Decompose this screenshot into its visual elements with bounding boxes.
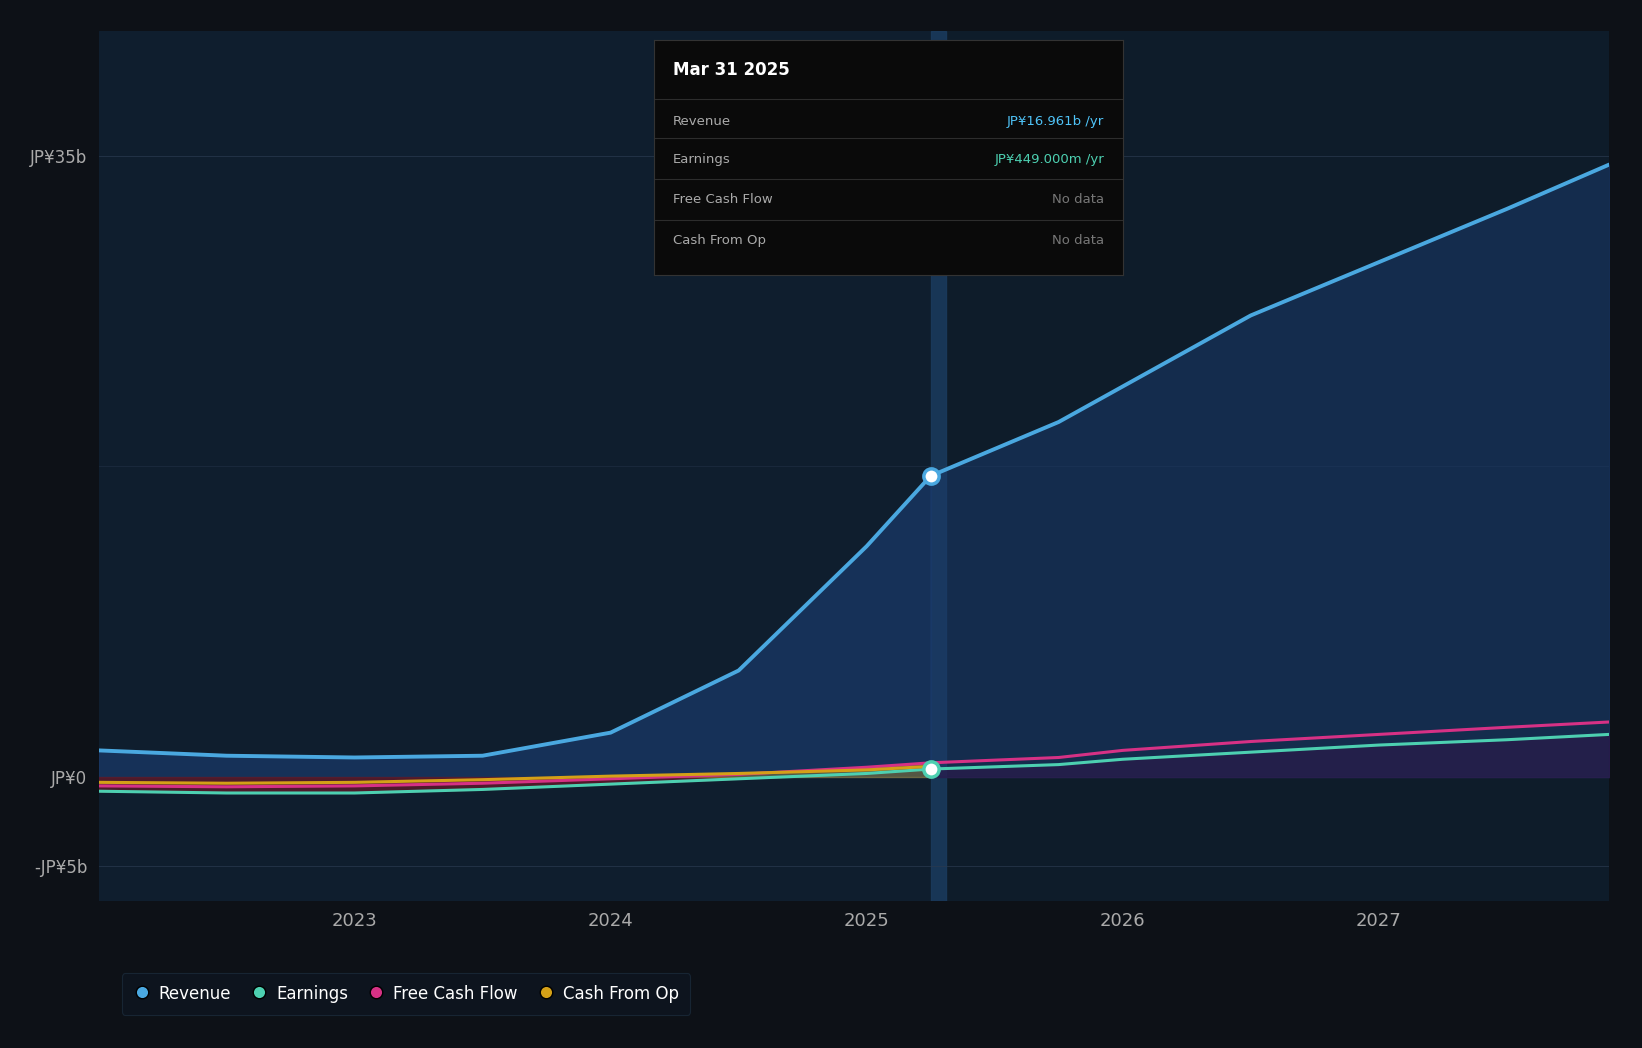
Legend: Revenue, Earnings, Free Cash Flow, Cash From Op: Revenue, Earnings, Free Cash Flow, Cash … [122, 974, 690, 1014]
Bar [931, 31, 946, 901]
Text: Past: Past [878, 215, 923, 233]
Bar [99, 31, 931, 901]
Text: Analysts Forecasts: Analysts Forecasts [951, 215, 1118, 233]
Bar [931, 31, 1609, 901]
